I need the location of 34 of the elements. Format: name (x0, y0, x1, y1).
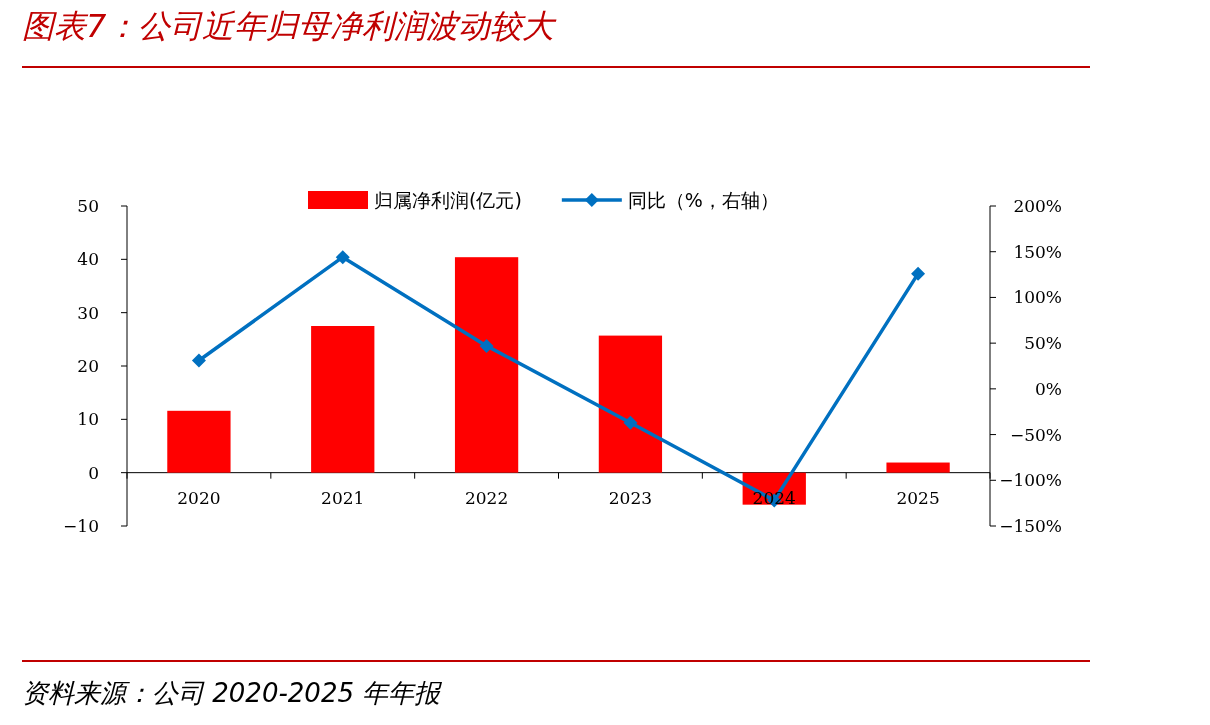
y2-tick-label: −100% (999, 470, 1062, 491)
point (479, 338, 494, 353)
y-tick-label: 10 (77, 409, 99, 430)
bar (311, 326, 375, 473)
y2-tick-label: 200% (1013, 196, 1062, 216)
y2-tick-label: −150% (999, 516, 1062, 536)
chart-title: 图表7：公司近年归母净利润波动较大 (22, 4, 1090, 68)
y-tick-label: 20 (77, 356, 99, 376)
bar (886, 462, 950, 473)
legend-label: 归属净利润(亿元) (374, 189, 522, 211)
x-tick-label: 2022 (464, 487, 509, 508)
y2-tick-label: 100% (1013, 287, 1062, 308)
text: 资料来源：公司 2020-2025 年年报 (22, 660, 1090, 724)
bar (454, 257, 519, 473)
point (335, 250, 350, 265)
y-tick-label: 30 (77, 302, 99, 323)
y2-tick-label: 0% (1035, 378, 1062, 399)
y2-tick-label: 150% (1013, 241, 1062, 262)
x-tick-label: 2020 (177, 487, 221, 508)
point (623, 415, 638, 430)
point (911, 266, 926, 281)
legend-label: 同比（%，右轴） (627, 189, 779, 211)
y-tick-label: −10 (63, 516, 99, 536)
x-tick-label: 2023 (608, 487, 653, 508)
y2-tick-label: 50% (1024, 333, 1062, 354)
x-tick-label: 2021 (321, 487, 365, 508)
point (191, 353, 206, 368)
y-tick-label: 0 (88, 462, 99, 483)
y-tick-label: 40 (77, 249, 99, 270)
y-tick-label: 50 (77, 196, 99, 216)
x-tick-label: 2025 (896, 487, 940, 508)
y2-tick-label: −50% (1009, 424, 1062, 445)
bar (598, 335, 663, 473)
bar (167, 410, 231, 473)
